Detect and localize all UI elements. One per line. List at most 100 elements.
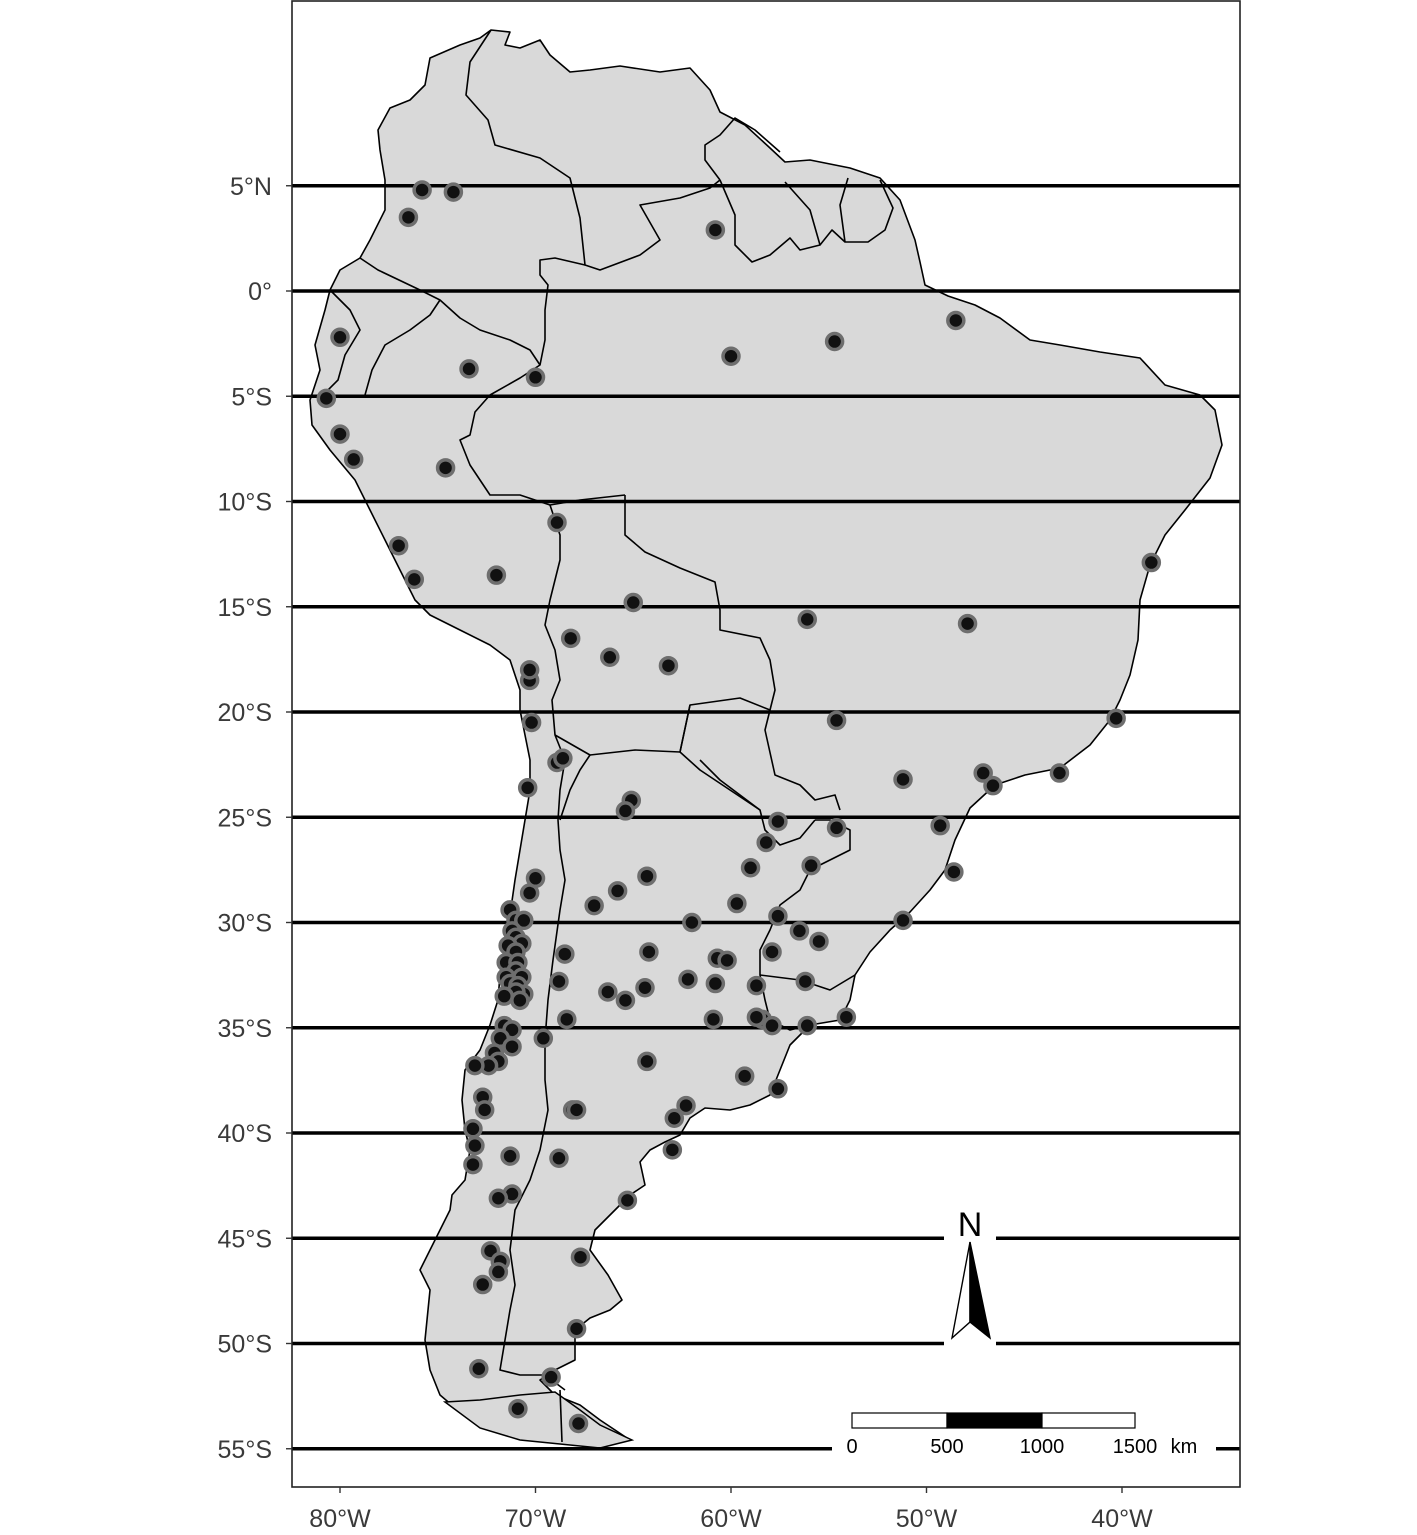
north-label: N — [958, 1206, 983, 1244]
y-tick-label: 45°S — [218, 1225, 272, 1253]
station-point — [547, 512, 567, 533]
station-point — [678, 969, 698, 990]
station-point — [957, 613, 978, 634]
y-tick-label: 5°N — [230, 173, 272, 201]
station-point — [973, 763, 993, 783]
station-point — [734, 1066, 755, 1086]
station-point — [768, 811, 788, 832]
station-point — [549, 1148, 569, 1169]
station-point — [469, 1359, 489, 1379]
station-point — [705, 220, 726, 240]
station-point — [946, 310, 966, 331]
scale-label-0: 0 — [846, 1436, 857, 1458]
station-point — [721, 346, 741, 367]
station-point — [560, 628, 581, 649]
station-point — [517, 778, 538, 798]
station-point — [533, 1028, 554, 1049]
station-point — [639, 942, 659, 962]
station-point — [809, 931, 829, 952]
y-tick-label: 40°S — [218, 1120, 272, 1148]
station-point — [398, 207, 419, 228]
station-point — [404, 569, 425, 590]
station-point — [570, 1247, 591, 1267]
station-point — [472, 1274, 493, 1295]
station-point — [443, 182, 464, 202]
station-point — [463, 1154, 483, 1175]
station-point — [768, 1079, 788, 1099]
station-point — [768, 906, 788, 926]
station-point — [944, 862, 964, 882]
north-arrow-right-half — [969, 1241, 992, 1340]
station-point — [486, 565, 507, 585]
station-point — [664, 1108, 685, 1129]
station-point — [600, 647, 620, 668]
station-point — [756, 832, 776, 853]
station-point — [789, 921, 810, 941]
latitude-axis: 5°N 0° 5°S 10°S 15°S 20°S 25°S 30°S 35°S 40°S 45°S… — [218, 173, 292, 1464]
station-point — [727, 893, 747, 914]
longitude-axis: 80°W 70°W 60°W 50°W 40°W — [309, 1487, 1153, 1533]
y-tick-label: 25°S — [218, 804, 272, 832]
station-point — [508, 1399, 528, 1419]
y-tick-label: 15°S — [218, 594, 272, 622]
latitude-lines — [292, 183, 1240, 1451]
x-tick-label: 80°W — [309, 1505, 371, 1533]
x-tick-label: 50°W — [896, 1505, 958, 1533]
station-point — [983, 775, 1003, 796]
station-point — [826, 710, 847, 731]
x-tick-label: 40°W — [1091, 1505, 1153, 1533]
station-point — [797, 609, 817, 630]
station-point — [623, 592, 643, 613]
station-point — [740, 858, 761, 878]
x-tick-label: 70°W — [505, 1505, 567, 1533]
station-point — [703, 1009, 724, 1030]
station-point — [525, 868, 546, 889]
station-point — [510, 990, 530, 1011]
station-point — [658, 655, 679, 676]
scale-segment-0-500 — [851, 1412, 948, 1429]
station-point — [635, 978, 655, 998]
station-point — [435, 458, 456, 478]
country-borders — [317, 29, 894, 1443]
tierra-del-fuego — [442, 1391, 635, 1449]
station-point — [459, 359, 479, 379]
station-point — [824, 331, 845, 352]
station-point — [474, 1100, 495, 1120]
station-point — [465, 1055, 485, 1076]
scale-bar: 0 500 1000 1500 km — [832, 1408, 1216, 1460]
station-point — [316, 388, 337, 409]
y-tick-label: 20°S — [218, 699, 272, 727]
station-point — [330, 424, 350, 444]
station-point — [893, 769, 913, 790]
station-point — [705, 973, 726, 994]
station-point — [615, 990, 636, 1011]
station-point — [494, 986, 514, 1006]
y-tick-label: 55°S — [218, 1436, 272, 1464]
station-point — [762, 942, 782, 962]
station-point — [488, 1188, 509, 1209]
station-point — [525, 367, 546, 388]
scale-label-500: 500 — [930, 1436, 963, 1458]
station-point — [615, 801, 636, 821]
scale-unit: km — [1171, 1436, 1198, 1458]
station-point — [555, 944, 575, 964]
station-point — [500, 1146, 520, 1166]
station-point — [662, 1140, 683, 1160]
station-point — [566, 1319, 587, 1339]
station-point — [553, 748, 573, 769]
station-point — [568, 1413, 589, 1434]
station-point — [682, 912, 702, 933]
station-points — [316, 180, 1162, 1434]
station-point — [463, 1119, 483, 1139]
station-point — [893, 910, 913, 931]
station-point — [541, 1367, 561, 1387]
y-tick-label: 50°S — [218, 1331, 272, 1359]
station-point — [549, 971, 569, 992]
station-point — [566, 1100, 587, 1120]
station-point — [584, 895, 604, 916]
station-point — [746, 975, 767, 996]
station-point — [607, 881, 628, 901]
station-point — [343, 449, 364, 470]
station-point — [795, 971, 816, 992]
